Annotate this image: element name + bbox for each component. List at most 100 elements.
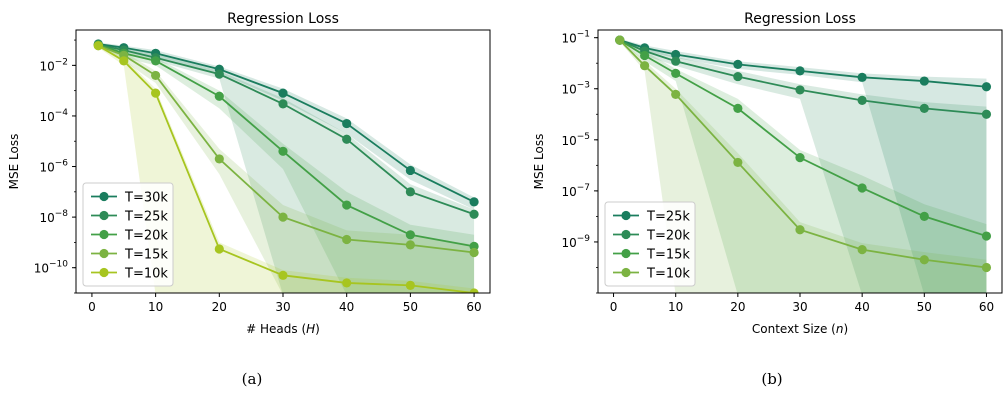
data-point — [405, 280, 415, 290]
data-point — [733, 157, 743, 168]
legend-box — [604, 201, 696, 287]
data-point — [405, 240, 415, 250]
x-tick-label: 50 — [917, 300, 932, 314]
series-line-T=20k — [98, 43, 475, 248]
y-axis-label: MSE Loss — [7, 134, 21, 190]
data-point — [640, 50, 650, 61]
confidence-band-T=10k — [619, 38, 987, 293]
confidence-band-T=15k — [619, 38, 987, 293]
data-point — [795, 225, 805, 235]
data-point — [981, 262, 992, 273]
x-tick-label: 20 — [730, 300, 745, 314]
data-point — [795, 153, 805, 163]
legend: T=30k T=25k T=20k T=15k T=10k — [82, 182, 174, 287]
legend-label: T=20k — [124, 229, 168, 244]
y-tick-label: 10−2 — [39, 57, 68, 73]
x-axis-label: Context Size (n) — [752, 322, 848, 336]
data-point — [795, 85, 805, 95]
legend-label: T=30k — [124, 191, 168, 206]
legend-swatch-marker — [99, 267, 109, 278]
y-tick-label: 10−9 — [561, 234, 590, 250]
data-point — [671, 89, 681, 100]
series-line-T=20k — [619, 39, 987, 116]
series-line-T=15k — [97, 44, 475, 254]
series-line-T=10k — [619, 39, 987, 269]
x-tick-label: 30 — [275, 300, 290, 314]
data-point — [278, 212, 288, 222]
legend-label: T=25k — [646, 210, 690, 225]
x-tick-label: 0 — [88, 300, 96, 314]
confidence-band-T=25k — [98, 43, 475, 293]
data-point — [733, 103, 743, 113]
legend: T=25k T=20k T=15k T=10k — [604, 201, 696, 287]
y-tick-label: 10−7 — [561, 183, 590, 199]
legend-swatch-marker — [621, 210, 631, 221]
y-tick-label: 10−10 — [34, 260, 69, 276]
x-axis-label: # Heads (H) — [246, 322, 320, 336]
x-tick-label: 30 — [792, 300, 807, 314]
data-point — [278, 146, 288, 156]
confidence-band-T=15k — [98, 43, 475, 293]
x-tick-label: 60 — [466, 300, 481, 314]
y-tick-label: 10−8 — [39, 209, 68, 225]
data-point — [981, 82, 992, 92]
y-tick-label: 10−1 — [561, 30, 590, 46]
data-point — [919, 211, 929, 222]
data-point — [919, 76, 929, 86]
y-tick-label: 10−4 — [39, 108, 68, 124]
data-point — [733, 71, 743, 82]
data-point — [151, 88, 161, 98]
figure-caption: (a) — [242, 370, 263, 388]
data-point — [214, 244, 224, 254]
data-point — [981, 109, 992, 119]
legend-swatch-marker — [99, 229, 109, 240]
legend-label: T=10k — [646, 267, 690, 282]
confidence-band-T=20k — [619, 38, 987, 293]
data-point — [857, 72, 867, 82]
legend-swatch-marker — [621, 248, 631, 259]
legend-label: T=15k — [646, 248, 690, 263]
data-point — [342, 134, 352, 144]
x-tick-label: 10 — [668, 300, 683, 314]
legend-swatch-marker — [99, 191, 109, 202]
data-point — [981, 231, 992, 241]
x-tick-label: 50 — [403, 300, 418, 314]
legend-label: T=20k — [646, 229, 690, 244]
confidence-band-T=25k — [619, 38, 987, 293]
confidence-band-T=10k — [98, 43, 475, 293]
confidence-band-T=20k — [98, 43, 475, 293]
legend-swatch-marker — [99, 248, 109, 259]
data-point — [151, 56, 161, 66]
data-point — [342, 234, 352, 245]
data-point — [405, 165, 415, 176]
series-line-T=25k — [98, 43, 475, 216]
legend-swatch-marker — [621, 229, 631, 240]
legend-label: T=10k — [124, 267, 168, 282]
data-point — [857, 95, 867, 105]
data-point — [671, 68, 681, 78]
y-axis-label: MSE Loss — [532, 134, 546, 190]
data-point — [119, 56, 129, 66]
data-point — [919, 103, 929, 113]
data-point — [857, 245, 867, 255]
data-point — [342, 200, 352, 210]
data-point — [214, 69, 224, 79]
data-point — [671, 49, 681, 60]
data-point — [278, 99, 288, 109]
legend-label: T=25k — [124, 210, 168, 225]
data-point — [469, 247, 479, 258]
chart-panel-a: 0 10 20 30 40 50 60 10−2 10−4 10−6 10−8 10−10 Regres… — [7, 11, 491, 388]
data-point — [93, 41, 103, 51]
legend-swatch-marker — [99, 210, 109, 221]
data-point — [671, 56, 681, 66]
data-point — [857, 183, 867, 193]
data-point — [469, 288, 479, 293]
y-tick-label: 10−5 — [561, 132, 590, 148]
legend-box — [82, 182, 174, 287]
chart-title: Regression Loss — [744, 11, 856, 27]
chart-panel-b: 0 10 20 30 40 50 60 10−1 10−3 10−5 10−7 10−9 Regress… — [532, 11, 1003, 388]
figure-caption: (b) — [761, 370, 782, 388]
x-tick-label: 20 — [212, 300, 227, 314]
data-point — [214, 91, 224, 101]
